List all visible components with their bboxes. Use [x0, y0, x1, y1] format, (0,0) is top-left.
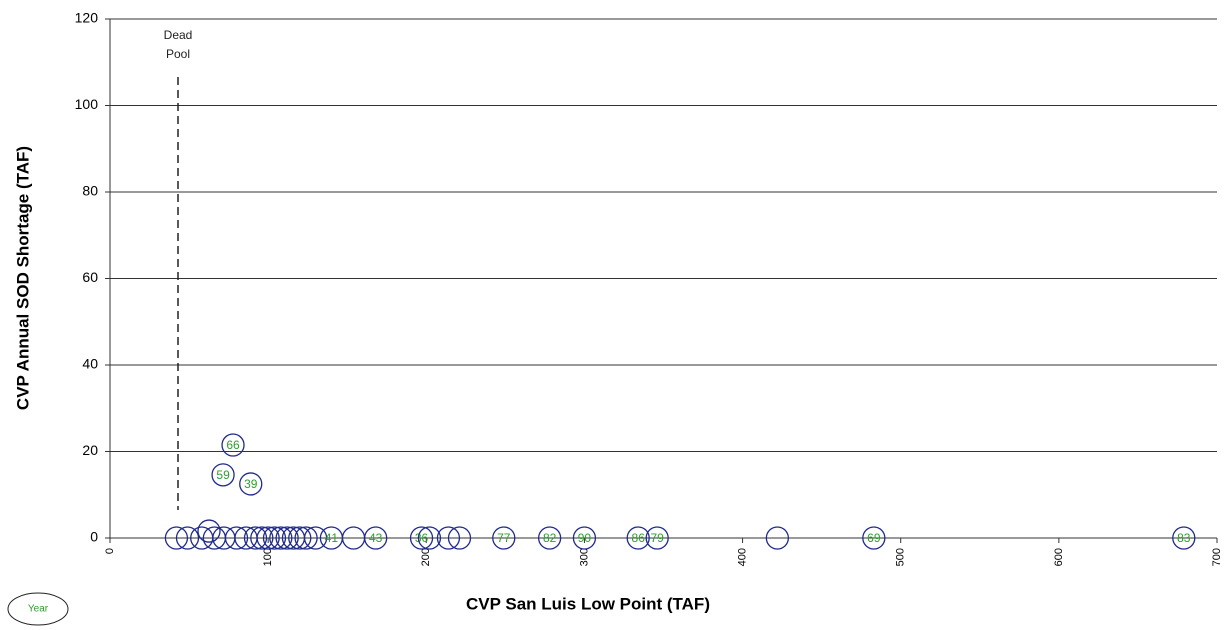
point — [1172, 526, 1196, 550]
point — [243, 526, 268, 550]
point — [239, 472, 263, 496]
point — [626, 526, 650, 550]
point-label: 77 — [497, 531, 511, 545]
y-tick-label: 60 — [82, 269, 98, 285]
point — [765, 526, 790, 550]
point — [175, 526, 200, 550]
point-label: 86 — [632, 531, 646, 545]
x-tick-label: 700 — [1211, 548, 1223, 566]
point — [572, 526, 597, 550]
point-label: 83 — [1177, 531, 1191, 545]
point — [269, 526, 293, 550]
point-label: 66 — [226, 438, 240, 452]
point — [862, 526, 886, 550]
point — [436, 526, 461, 550]
point — [537, 526, 562, 550]
point — [492, 526, 516, 550]
point — [409, 526, 434, 550]
y-tick-label: 0 — [90, 529, 98, 545]
point-label: 90 — [578, 531, 592, 545]
y-axis-title: CVP Annual SOD Shortage (TAF) — [13, 146, 32, 410]
legend-label: Year — [28, 604, 49, 615]
point — [197, 519, 221, 543]
point — [221, 433, 245, 457]
point — [224, 526, 249, 550]
y-tick-label: 20 — [82, 442, 98, 458]
x-axis-title: CVP San Luis Low Point (TAF) — [466, 594, 710, 613]
point — [275, 526, 299, 550]
y-tick-label: 100 — [75, 96, 99, 112]
point — [256, 526, 280, 550]
point — [211, 463, 235, 487]
x-tick-label: 100 — [262, 548, 274, 566]
point-label: 59 — [216, 468, 230, 482]
point-label: 36 — [415, 531, 429, 545]
x-tick-label: 300 — [578, 548, 590, 566]
point-label: 41 — [325, 531, 339, 545]
point — [288, 526, 312, 550]
x-tick-label: 600 — [1053, 548, 1065, 566]
point — [262, 526, 287, 550]
annotation: Dead Pool — [163, 28, 193, 61]
legend-marker — [7, 592, 69, 626]
point-label: 39 — [244, 477, 258, 491]
point — [447, 526, 472, 550]
x-tick-label: 500 — [895, 548, 907, 566]
point — [417, 526, 442, 550]
point — [303, 526, 328, 550]
y-tick-label: 120 — [75, 10, 99, 26]
point-label: 79 — [650, 531, 664, 545]
x-tick-label: 200 — [420, 548, 432, 566]
point-label: 82 — [543, 531, 557, 545]
y-tick-label: 80 — [82, 183, 98, 199]
point — [645, 526, 669, 550]
point — [294, 526, 318, 550]
point — [364, 526, 388, 550]
point-label: 69 — [867, 531, 881, 545]
point — [164, 526, 189, 550]
x-tick-label: 0 — [104, 548, 116, 554]
point — [250, 526, 274, 550]
point-label: 43 — [369, 531, 383, 545]
y-tick-label: 40 — [82, 356, 98, 372]
x-tick-label: 400 — [736, 548, 748, 566]
